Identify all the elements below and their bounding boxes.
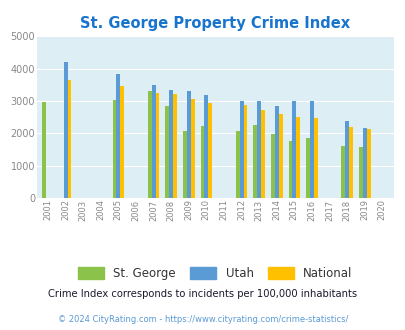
Bar [200,126,204,198]
Bar [358,147,362,198]
Bar [112,100,116,198]
Bar [165,106,169,198]
Bar [344,121,348,198]
Bar [288,141,292,198]
Bar [305,139,309,198]
Bar [42,102,46,198]
Bar [348,127,352,198]
Title: St. George Property Crime Index: St. George Property Crime Index [80,16,350,31]
Bar [292,101,296,198]
Bar [243,105,247,198]
Bar [274,106,278,198]
Bar [64,62,67,198]
Bar [296,117,299,198]
Text: Crime Index corresponds to incidents per 100,000 inhabitants: Crime Index corresponds to incidents per… [48,289,357,299]
Bar [183,131,186,198]
Bar [366,129,370,198]
Legend: St. George, Utah, National: St. George, Utah, National [73,262,356,284]
Bar [190,99,194,198]
Bar [235,131,239,198]
Bar [253,125,257,198]
Bar [278,114,282,198]
Bar [186,91,190,198]
Text: © 2024 CityRating.com - https://www.cityrating.com/crime-statistics/: © 2024 CityRating.com - https://www.city… [58,315,347,324]
Bar [362,128,366,198]
Bar [260,110,264,198]
Bar [309,101,313,198]
Bar [120,86,124,198]
Bar [147,91,151,198]
Bar [169,90,173,198]
Bar [270,134,274,198]
Bar [155,93,159,198]
Bar [67,80,71,198]
Bar [204,95,208,198]
Bar [313,118,317,198]
Bar [208,103,212,198]
Bar [341,146,344,198]
Bar [257,101,260,198]
Bar [151,85,155,198]
Bar [239,101,243,198]
Bar [173,94,177,198]
Bar [116,75,120,198]
